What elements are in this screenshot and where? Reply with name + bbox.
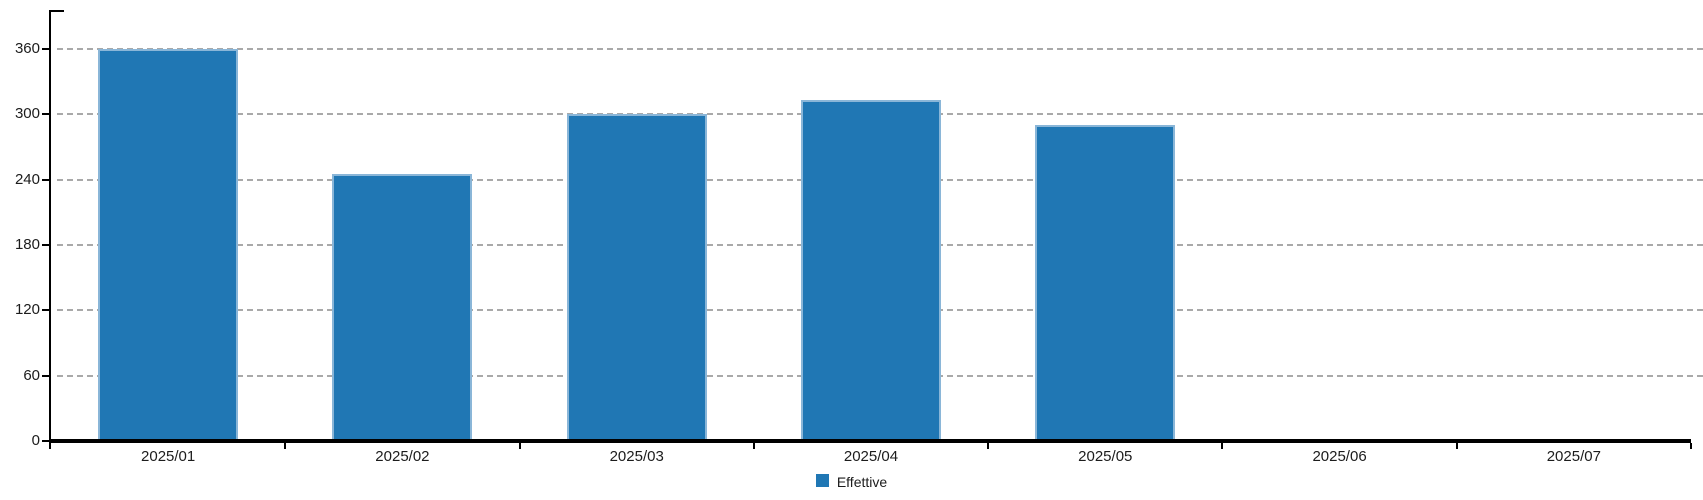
y-axis-tick: [42, 113, 51, 116]
bar-2025-05[interactable]: [1035, 125, 1176, 441]
y-axis-tick: [42, 440, 51, 442]
y-axis-tick: [42, 309, 51, 312]
y-axis-label: 120: [14, 301, 40, 319]
x-axis-label: 2025/05: [1078, 448, 1133, 465]
y-axis-label: 0: [31, 432, 40, 449]
gridline-360: [57, 48, 1703, 51]
x-axis-line: [49, 439, 1691, 443]
x-axis-tick: [752, 443, 755, 449]
bar-2025-03[interactable]: [566, 114, 707, 441]
y-axis-label: 240: [14, 170, 40, 188]
x-axis-tick: [518, 443, 521, 449]
y-axis-label: 360: [14, 40, 40, 58]
bar-2025-04[interactable]: [801, 100, 941, 441]
y-axis-tick: [42, 48, 51, 51]
y-axis-line: [49, 10, 51, 449]
bar-2025-01[interactable]: [98, 49, 239, 441]
x-axis-label: 2025/02: [375, 448, 430, 465]
x-axis-tick: [1221, 443, 1224, 449]
legend-label: Effettive: [836, 474, 888, 490]
x-axis-label: 2025/04: [843, 448, 899, 465]
y-axis-tick: [42, 374, 51, 377]
legend-item-effettive[interactable]: [815, 473, 829, 491]
y-axis-top-cap: [49, 10, 64, 12]
legend-swatch-icon: [815, 474, 829, 487]
x-axis-label: 2025/01: [141, 448, 196, 465]
y-axis-tick: [42, 178, 51, 181]
x-axis-tick: [1690, 443, 1692, 449]
y-axis-label: 300: [14, 105, 40, 123]
bar-2025-02[interactable]: [332, 174, 473, 441]
y-axis-label: 180: [14, 236, 40, 254]
x-axis-label: 2025/06: [1312, 448, 1367, 465]
legend: Effettive: [0, 473, 1703, 491]
x-axis-tick: [284, 443, 287, 449]
x-axis-tick: [987, 443, 990, 449]
y-axis-tick: [42, 244, 51, 247]
x-axis-tick: [1455, 443, 1458, 449]
y-axis-label: 60: [23, 366, 40, 384]
x-axis-label: 2025/07: [1546, 448, 1601, 465]
x-axis-label: 2025/03: [609, 448, 664, 465]
